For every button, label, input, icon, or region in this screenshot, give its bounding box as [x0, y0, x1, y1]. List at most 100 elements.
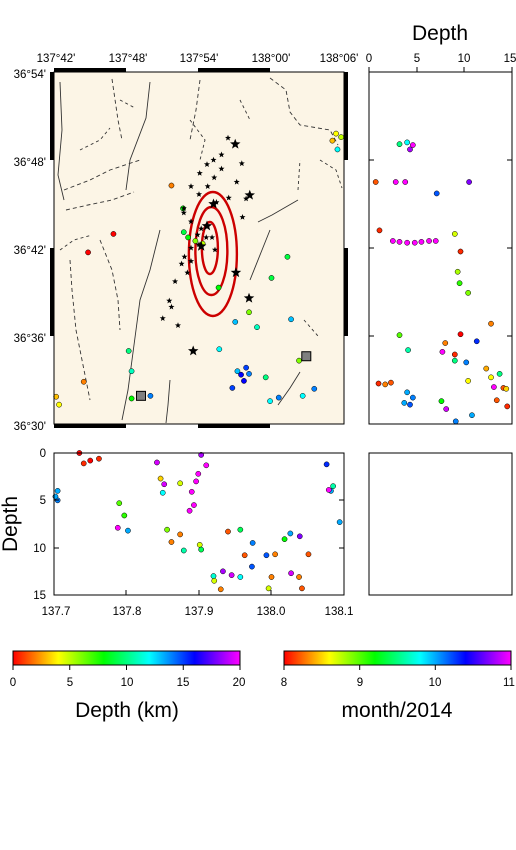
depth-lat-point [451, 351, 458, 358]
depth-lat-point [491, 384, 497, 390]
lon-depth-point [80, 460, 87, 467]
aftershock-star [198, 225, 205, 232]
aftershock-star [168, 303, 175, 310]
depth-lat-point [389, 238, 396, 244]
aftershock-star [203, 234, 210, 240]
map-panel: 137°42' 137°48' 137°54' 138°00' 138°06' … [14, 53, 359, 433]
aftershock-star [209, 234, 216, 240]
epicenter-dot [243, 364, 249, 371]
aftershock-star [196, 191, 202, 197]
aftershock-star [203, 161, 210, 167]
epicenter-dot [185, 234, 191, 241]
depth-colorbar-tick: 0 [10, 677, 16, 689]
epicenter-dot [85, 249, 91, 256]
depth-lat-point [438, 398, 445, 404]
epicenter-dot [229, 385, 236, 391]
depth-lat-point [407, 146, 413, 153]
aftershock-star [243, 195, 250, 202]
lon-depth-point [336, 519, 343, 525]
aftershock-star [172, 278, 179, 284]
large-event-star [230, 138, 241, 149]
aftershock-star [188, 183, 195, 189]
epicenter-dot [238, 371, 244, 378]
depth-lat-point [496, 370, 503, 377]
lon-depth-panel: Depth 0 5 10 15 137.7 137.8 137.9 138.0 … [0, 448, 353, 618]
depth-lat-point [456, 280, 463, 287]
large-event-star [230, 267, 242, 278]
epicenter-dot [275, 394, 282, 401]
aftershock-star [196, 170, 203, 176]
lon-depth-point [249, 540, 256, 546]
depth-lat-point [457, 331, 464, 338]
depth-lat-point [396, 141, 403, 148]
depth-lat-point [488, 320, 494, 327]
depth-colorbar-tick: 5 [67, 677, 73, 689]
lon-depth-ytick: 5 [40, 495, 46, 507]
depth-lat-point [469, 412, 475, 419]
lon-depth-point [193, 478, 199, 485]
depth-section-title: Depth [412, 22, 468, 45]
month-colorbar-tick: 11 [503, 677, 515, 689]
depth-lat-point [404, 239, 410, 246]
map-lon-tick: 138°00' [252, 53, 291, 65]
lon-depth-point [305, 551, 312, 558]
depth-lat-point [426, 238, 432, 244]
lon-depth-xtick: 137.8 [113, 606, 142, 618]
slip-contour [187, 190, 239, 318]
month-colorbar-bar [283, 650, 512, 666]
depth-lat-point [454, 268, 461, 275]
map-lat-tick: 36°54' [14, 69, 46, 81]
map-lat-tick: 36°48' [14, 157, 46, 169]
aftershock-star [233, 178, 240, 185]
lon-depth-point [237, 574, 244, 580]
month-colorbar-tick: 8 [281, 677, 287, 689]
epicenter-dot [216, 346, 223, 353]
lon-depth-xtick: 137.7 [42, 606, 71, 618]
depth-lat-point [407, 401, 413, 408]
lon-depth-point [196, 541, 203, 548]
lon-depth-point [296, 574, 302, 580]
lon-depth-xtick: 137.9 [185, 606, 214, 618]
lon-depth-point [116, 500, 123, 507]
depth-lat-point [504, 403, 511, 410]
epicenter-dot [334, 146, 341, 153]
lon-depth-xtick: 138.0 [257, 606, 286, 618]
aftershock-star [174, 322, 181, 328]
depth-colorbar: 0 5 10 15 20 Depth (km) [10, 650, 245, 722]
aftershock-star [225, 134, 231, 141]
aftershock-star [181, 253, 188, 260]
epicenter-dot [246, 309, 252, 316]
lon-depth-point [225, 528, 231, 535]
epicenter-dot [338, 134, 344, 140]
lon-depth-point [281, 536, 288, 542]
lon-depth-point [220, 568, 226, 575]
depth-lat-point [451, 357, 458, 364]
map-lat-tick: 36°30' [14, 421, 46, 433]
depth-lat-point [439, 348, 446, 355]
month-colorbar-tick: 10 [429, 677, 442, 689]
depth-lat-point [405, 347, 411, 353]
month-colorbar: 8 9 10 11 month/2014 [281, 650, 515, 722]
lon-depth-xtick: 138.1 [325, 606, 354, 618]
depth-lat-point [466, 179, 472, 185]
lon-depth-ytick: 15 [33, 590, 46, 602]
lon-depth-ytick: 0 [40, 448, 46, 460]
depth-lat-point [463, 359, 470, 366]
lon-depth-point [186, 507, 193, 514]
depth-lat-point [404, 389, 410, 396]
lon-depth-point [168, 539, 175, 545]
aftershock-star [188, 258, 195, 264]
depth-lat-point [402, 179, 409, 185]
large-event-star [201, 220, 213, 231]
empty-panel [368, 452, 513, 596]
aftershock-star [204, 183, 211, 189]
station-square [136, 390, 146, 401]
lon-depth-marks [52, 450, 343, 593]
depth-lat-point [375, 380, 382, 387]
depth-lat-point [410, 142, 416, 148]
lon-depth-point [157, 475, 164, 482]
lon-depth-point [272, 551, 278, 558]
lon-depth-point [177, 531, 183, 538]
depth-lat-frame [368, 71, 513, 425]
